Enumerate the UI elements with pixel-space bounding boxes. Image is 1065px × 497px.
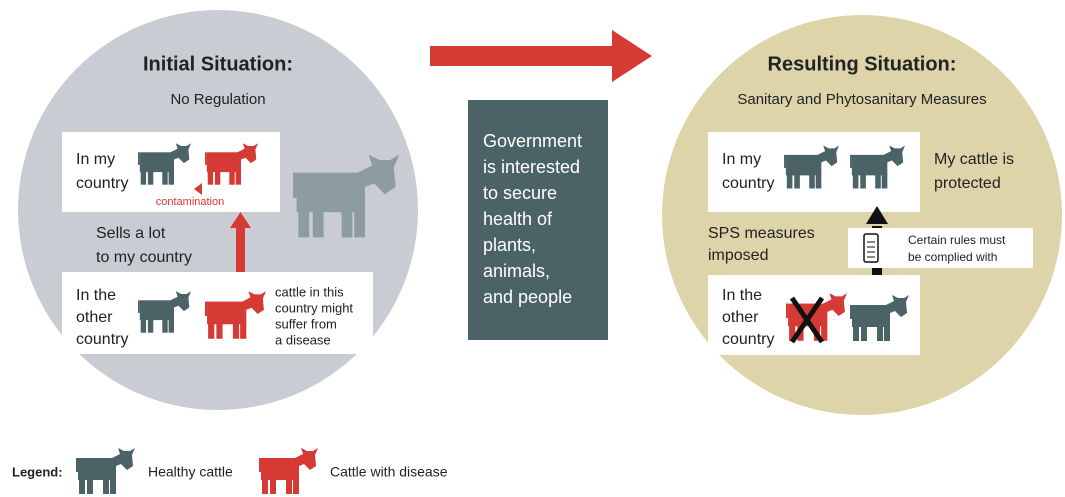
box-label: country (722, 175, 774, 192)
right-subtitle: Sanitary and Phytosanitary Measures (737, 91, 986, 108)
center-text: to secure (483, 183, 557, 203)
box-label: other (76, 309, 113, 326)
box-note: a disease (275, 332, 331, 347)
box-label: In the (76, 287, 116, 304)
box-label: country (76, 331, 128, 348)
legend-item: Healthy cattle (148, 464, 233, 480)
box-label: In the (722, 287, 762, 304)
center-text: health of (483, 209, 553, 229)
box-label: other (722, 309, 759, 326)
contamination-note: contamination (156, 196, 225, 208)
diagram: Initial Situation: No Regulation In my c… (0, 0, 1065, 497)
left-subtitle: No Regulation (170, 91, 265, 108)
legend-item: Cattle with disease (330, 464, 448, 480)
box-note: suffer from (275, 316, 337, 331)
box-label: country (722, 331, 774, 348)
legend-healthy-cow (76, 448, 135, 494)
clipboard-icon (864, 234, 878, 262)
center-text: Government (483, 131, 582, 151)
center-text: plants, (483, 235, 536, 255)
rules-note: Certain rules must (908, 233, 1006, 247)
center-text: and people (483, 287, 572, 307)
middle-label: Sells a lot (96, 225, 166, 242)
box-note: protected (934, 175, 1001, 192)
center-text: animals, (483, 261, 550, 281)
middle-label: imposed (708, 247, 768, 264)
center-text: is interested (483, 157, 580, 177)
box-note: country might (275, 300, 353, 315)
box-note: My cattle is (934, 151, 1014, 168)
left-title: Initial Situation: (143, 53, 293, 75)
box-label: country (76, 175, 128, 192)
right-title: Resulting Situation: (768, 53, 957, 75)
box-label: In my (722, 151, 761, 168)
legend-title: Legend: (12, 464, 63, 479)
box-label: In my (76, 151, 115, 168)
legend-sick-cow (259, 448, 318, 494)
rules-note: be complied with (908, 250, 997, 264)
middle-label: to my country (96, 249, 192, 266)
main-arrow (430, 46, 620, 66)
middle-label: SPS measures (708, 225, 815, 242)
main-arrow-head (612, 30, 652, 82)
box-note: cattle in this (275, 284, 344, 299)
